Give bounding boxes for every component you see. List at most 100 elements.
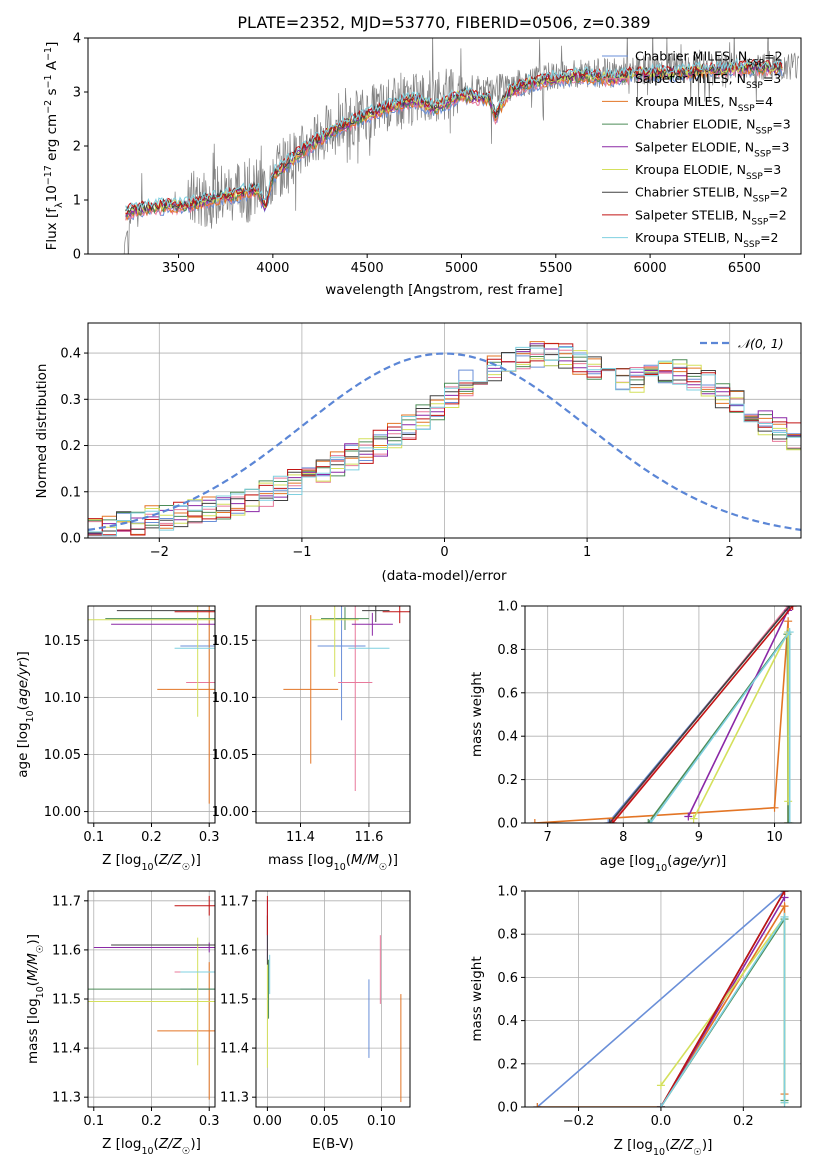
axes-frame — [87, 322, 802, 539]
label-part: mass [log — [268, 852, 334, 868]
mass-weight-marker — [533, 1103, 542, 1107]
legend-text: Salpeter ELODIE, N — [635, 139, 754, 154]
y-tick-label: 0.0 — [497, 817, 518, 832]
x-tick-label: 3500 — [162, 261, 195, 276]
x-tick-label: 0.0 — [651, 1114, 672, 1129]
mass-weight-marker — [780, 891, 789, 895]
x-tick-label: 0.1 — [83, 1114, 104, 1129]
x-tick-label: 0.3 — [199, 1114, 220, 1129]
x-axis-label: Z [log10(Z/Z☉)] — [102, 852, 201, 873]
legend-nssp: =3 — [763, 71, 781, 86]
mass-weight-marker — [656, 1081, 665, 1090]
label-part: )] — [15, 651, 31, 662]
y-tick-label: 0.4 — [60, 347, 81, 362]
label-part: 10 — [334, 862, 346, 873]
x-tick-label: 4000 — [256, 261, 289, 276]
legend-text: Kroupa ELODIE, N — [635, 162, 746, 177]
axes-frame — [87, 37, 802, 255]
label-part: age [log — [600, 853, 655, 869]
y-tick-label: 11.3 — [52, 1091, 81, 1106]
label-part: Z [log — [102, 1136, 141, 1152]
x-tick-label: 0.2 — [733, 1114, 754, 1129]
legend-label: Chabrier MILES, NSSP=2 — [635, 49, 783, 69]
mass-weight-marker — [644, 819, 653, 823]
x-axis-label: mass [log10(M/M☉)] — [268, 852, 398, 873]
y-tick-label: 10.15 — [44, 634, 81, 649]
residual-histogram — [88, 343, 801, 538]
label-part: ☉ — [693, 1147, 702, 1158]
label-part: E(B-V) — [312, 1136, 354, 1152]
mass-weight-line — [687, 609, 789, 817]
legend-nssp: =4 — [755, 94, 773, 109]
axes-frame — [255, 605, 411, 824]
label-part: −1 — [43, 74, 54, 88]
label-part: Normed distribution — [34, 364, 50, 499]
label-part: age/yr — [672, 853, 717, 869]
y-tick-label: 0.8 — [497, 928, 518, 943]
y-tick-label: 0.2 — [60, 439, 81, 454]
y-tick-label: 10.10 — [44, 691, 81, 706]
legend-sub: SSP — [751, 217, 768, 227]
legend-sub: SSP — [747, 59, 764, 69]
axes-weight-vs-z: −0.2 0.0 0.2 0.0 0.2 0.4 0.6 0.8 1.0 Z [log10(Z/Z… — [469, 885, 802, 1158]
label-part: 10 — [653, 1147, 665, 1158]
x-tick-label: 0 — [440, 545, 448, 560]
legend-label: Kroupa STELIB, NSSP=2 — [635, 230, 779, 250]
y-tick-label: 2 — [73, 140, 81, 155]
legend-nssp: =2 — [764, 49, 782, 64]
mass-weight-marker — [784, 797, 793, 806]
x-tick-label: −1 — [292, 545, 311, 560]
x-tick-label: 0.2 — [141, 1114, 162, 1129]
label-part: M/M — [351, 852, 379, 868]
x-axis-label: E(B-V) — [312, 1136, 354, 1152]
label-part: ( — [25, 981, 41, 986]
legend-text: Salpeter MILES, N — [635, 71, 746, 86]
x-tick-label: 0.10 — [367, 1114, 396, 1129]
figure-panels: 3500 4000 4500 5000 5500 6000 6500 0 1 2 3 4 Chabrie… — [15, 32, 802, 1158]
y-tick-label: 0.3 — [60, 393, 81, 408]
label-part: ☉ — [35, 945, 46, 954]
y-tick-label: 3 — [73, 86, 81, 101]
label-part: wavelength [Angstrom, rest frame] — [325, 282, 563, 298]
y-tick-label: 11.7 — [220, 894, 249, 909]
label-part: −2 — [43, 100, 54, 114]
x-tick-label: 8 — [619, 830, 627, 845]
legend-label: Salpeter MILES, NSSP=3 — [635, 71, 781, 91]
mass-weight-line — [612, 606, 794, 823]
label-part: M/M — [25, 953, 41, 981]
x-tick-label: 0.2 — [141, 830, 162, 845]
plot-area-mass-vs-z — [88, 891, 215, 1107]
y-axis-label: Normed distribution — [34, 364, 50, 499]
legend-nssp: =2 — [760, 230, 778, 245]
axes-mass-vs-ebv: 0.00 0.05 0.10 11.3 11.4 11.5 11.6 11.7 E(B-V) — [220, 890, 411, 1152]
label-part: −17 — [43, 165, 54, 185]
label-part: Z [log — [102, 852, 141, 868]
y-tick-label: 10.05 — [212, 748, 249, 763]
label-part: A — [44, 60, 60, 74]
y-tick-label: 4 — [73, 32, 81, 47]
label-part: Flux [f — [44, 207, 60, 251]
x-axis-label: wavelength [Angstrom, rest frame] — [325, 282, 563, 298]
x-tick-label: 0.3 — [199, 830, 220, 845]
legend-nssp: =2 — [768, 207, 786, 222]
mass-weight-line — [692, 631, 789, 820]
legend-sub: SSP — [743, 240, 760, 250]
mass-weight-marker — [608, 819, 617, 823]
y-tick-label: 11.3 — [220, 1091, 249, 1106]
label-part: ( — [667, 853, 672, 869]
mass-weight-marker — [780, 912, 789, 921]
legend-text: Chabrier MILES, N — [635, 49, 747, 64]
x-tick-label: 1 — [583, 545, 591, 560]
y-tick-label: 0.2 — [497, 1057, 518, 1072]
x-tick-label: 0.05 — [310, 1114, 339, 1129]
y-tick-label: 0.4 — [497, 730, 518, 745]
y-tick-label: 0.1 — [60, 485, 81, 500]
y-tick-label: 0.4 — [497, 1014, 518, 1029]
mass-weight-marker — [785, 628, 794, 637]
y-tick-label: 0.8 — [497, 643, 518, 658]
label-part: mass [log — [25, 998, 41, 1064]
y-tick-label: 11.7 — [52, 894, 81, 909]
label-part: ( — [154, 852, 159, 868]
